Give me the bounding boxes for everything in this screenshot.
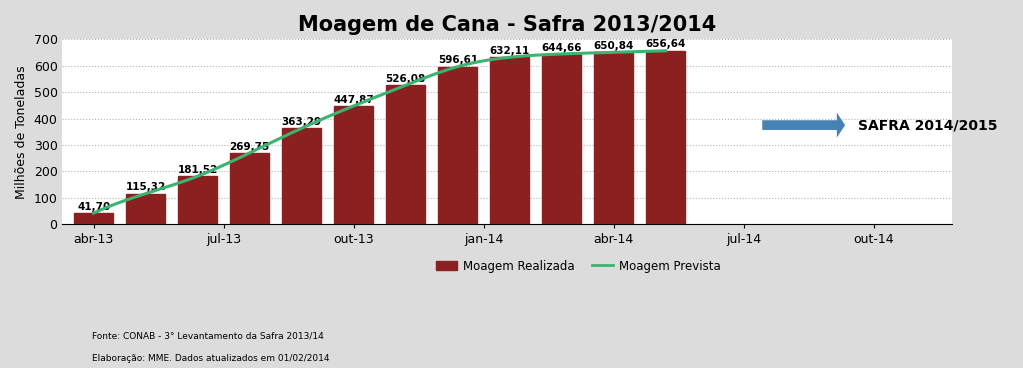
- Bar: [542, 54, 581, 224]
- Text: 596,61: 596,61: [438, 55, 478, 65]
- Bar: [335, 106, 373, 224]
- Text: 447,87: 447,87: [333, 95, 374, 105]
- Bar: [647, 51, 685, 224]
- Text: 644,66: 644,66: [541, 43, 582, 53]
- Bar: [74, 213, 114, 224]
- Text: 363,29: 363,29: [281, 117, 322, 127]
- Text: Fonte: CONAB - 3° Levantamento da Safra 2013/14: Fonte: CONAB - 3° Levantamento da Safra …: [92, 332, 324, 340]
- Legend: Moagem Realizada, Moagem Prevista: Moagem Realizada, Moagem Prevista: [431, 255, 725, 277]
- Bar: [594, 52, 633, 224]
- Text: 181,52: 181,52: [178, 165, 218, 175]
- Bar: [126, 194, 165, 224]
- Text: 656,64: 656,64: [646, 39, 686, 49]
- Text: 41,70: 41,70: [77, 202, 110, 212]
- Text: 526,08: 526,08: [386, 74, 426, 84]
- Bar: [490, 57, 529, 224]
- Bar: [387, 85, 426, 224]
- Bar: [438, 67, 478, 224]
- Text: Elaboração: MME. Dados atualizados em 01/02/2014: Elaboração: MME. Dados atualizados em 01…: [92, 354, 329, 362]
- Title: Moagem de Cana - Safra 2013/2014: Moagem de Cana - Safra 2013/2014: [298, 15, 716, 35]
- Text: SAFRA 2014/2015: SAFRA 2014/2015: [858, 118, 997, 132]
- Bar: [230, 153, 269, 224]
- Bar: [282, 128, 321, 224]
- Text: 632,11: 632,11: [490, 46, 530, 56]
- Y-axis label: Milhões de Toneladas: Milhões de Toneladas: [15, 65, 28, 198]
- Text: 115,32: 115,32: [126, 182, 166, 192]
- Text: 269,75: 269,75: [229, 142, 270, 152]
- Text: 650,84: 650,84: [593, 41, 634, 51]
- Bar: [178, 176, 217, 224]
